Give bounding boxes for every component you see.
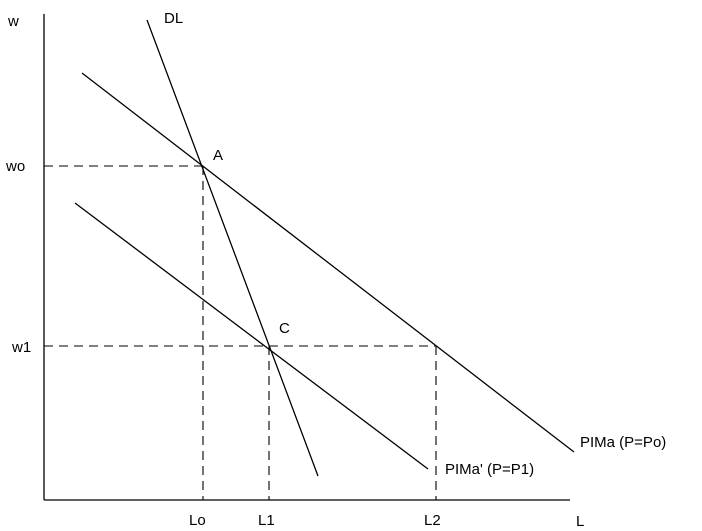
labor-l2-label: L2: [424, 512, 441, 529]
point-a-label: A: [213, 147, 223, 164]
pima-high-label: PIMa (P=Po): [580, 434, 666, 451]
pima-low-curve: [74, 202, 429, 470]
labor-l1-label: L1: [258, 512, 275, 529]
point-c-label: C: [279, 320, 290, 337]
demand-curve-dl: [146, 19, 319, 477]
pima-high-curve: [81, 72, 575, 453]
y-axis-label: w: [7, 13, 19, 30]
demand-curve-label: DL: [164, 10, 183, 27]
x-axis-label: L: [576, 513, 584, 530]
wage-w1-label: w1: [11, 339, 31, 356]
wage-w0-label: wo: [5, 158, 25, 175]
pima-low-label: PIMa' (P=P1): [445, 461, 534, 478]
labor-l0-label: Lo: [189, 512, 206, 529]
